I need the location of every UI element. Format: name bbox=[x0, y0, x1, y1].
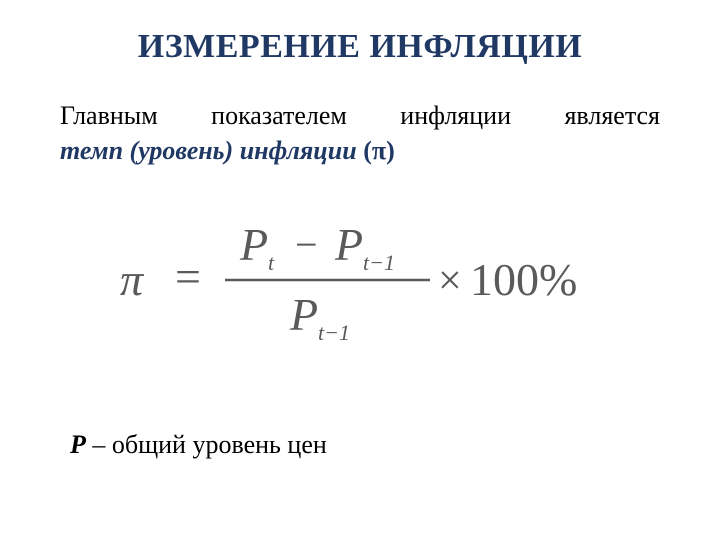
num-minus: − bbox=[295, 222, 318, 267]
formula-svg: π = P t − P t−1 P t−1 × 100% bbox=[110, 200, 610, 360]
formula-group: π = P t − P t−1 P t−1 × 100% bbox=[120, 219, 577, 345]
legend-text: – общий уровень цен bbox=[86, 430, 327, 459]
num-sub-t: t bbox=[268, 250, 275, 275]
body-text-plain: Главным показателем инфляции является bbox=[60, 101, 660, 130]
pi-symbol-body: π bbox=[372, 136, 386, 165]
num-sub-tm1: t−1 bbox=[363, 250, 395, 275]
num-P1: P bbox=[239, 219, 268, 270]
pi-close: ) bbox=[386, 136, 395, 165]
body-line-1: Главным показателем инфляции является bbox=[60, 98, 660, 133]
legend: P – общий уровень цен bbox=[70, 430, 327, 460]
formula: π = P t − P t−1 P t−1 × 100% bbox=[110, 200, 610, 360]
formula-hundred: 100% bbox=[470, 254, 577, 305]
den-P: P bbox=[289, 289, 318, 340]
slide: ИЗМЕРЕНИЕ ИНФЛЯЦИИ Главным показателем и… bbox=[0, 0, 720, 540]
legend-P: P bbox=[70, 430, 86, 459]
formula-equals: = bbox=[175, 251, 201, 302]
pi-open: ( bbox=[357, 136, 372, 165]
body-text-emph: темп (уровень) инфляции bbox=[60, 136, 357, 165]
formula-times: × bbox=[438, 258, 462, 304]
slide-title: ИЗМЕРЕНИЕ ИНФЛЯЦИИ bbox=[0, 28, 720, 66]
body-line-2: темп (уровень) инфляции (π) bbox=[60, 133, 660, 168]
num-P2: P bbox=[334, 219, 363, 270]
formula-pi: π bbox=[120, 254, 145, 305]
den-sub-tm1: t−1 bbox=[318, 320, 350, 345]
